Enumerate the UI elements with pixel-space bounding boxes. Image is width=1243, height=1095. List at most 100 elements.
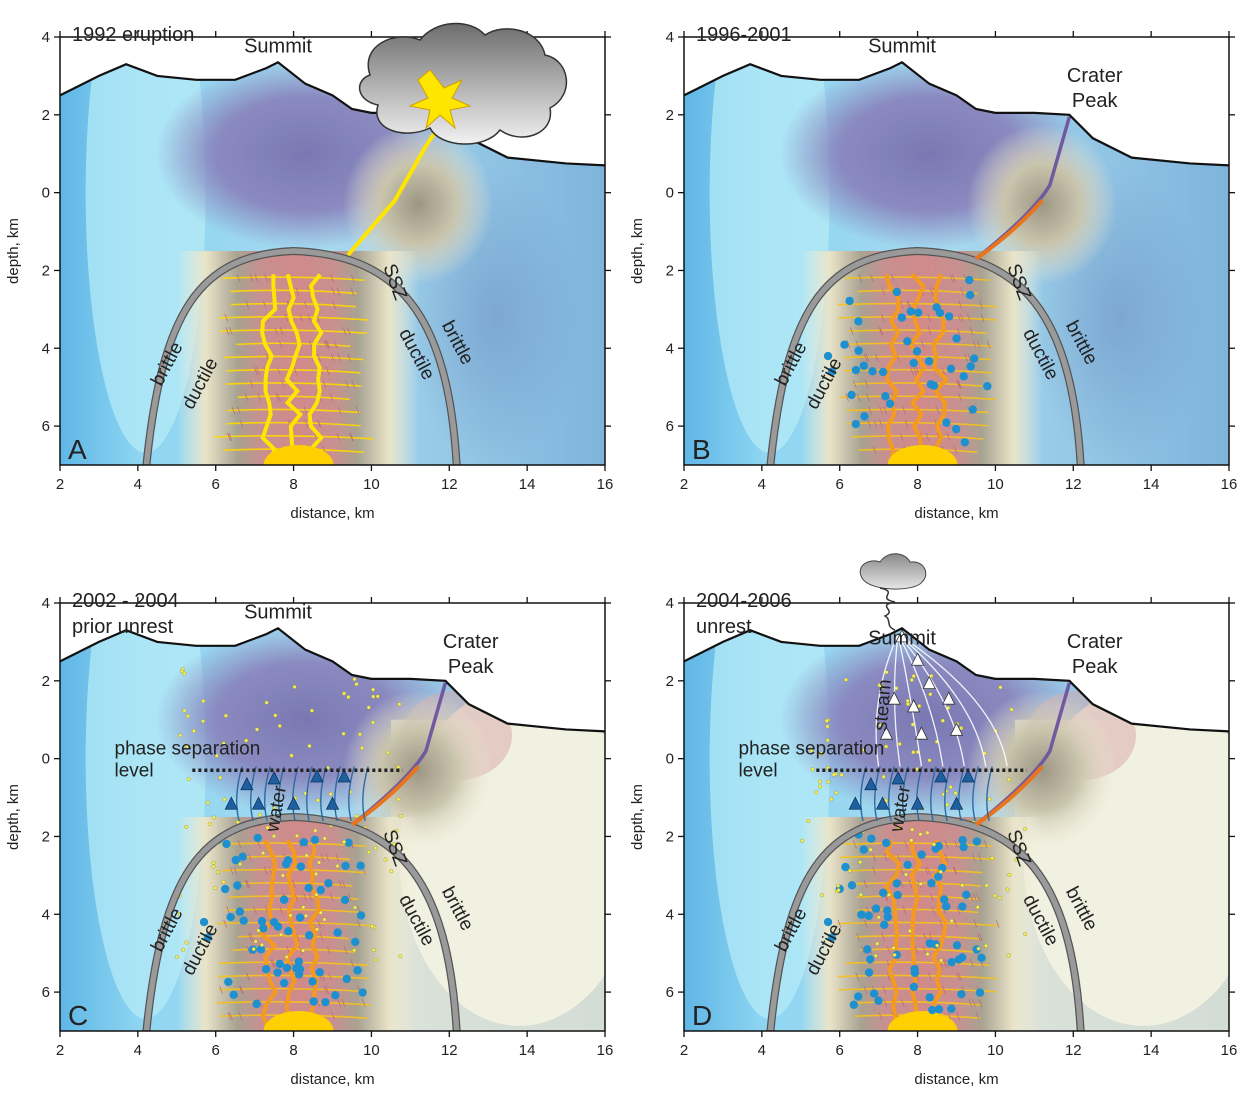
y-tick-label: 6: [666, 418, 674, 435]
event-dot: [370, 924, 375, 929]
event-dot: [881, 774, 886, 779]
event-dot: [358, 732, 363, 737]
crack: [350, 959, 354, 968]
crack: [942, 959, 947, 968]
fluid-dot: [238, 852, 247, 861]
event-dot: [975, 905, 980, 910]
event-dot: [352, 905, 357, 910]
event-dot: [910, 827, 915, 832]
crater-peak-label: Crater: [1067, 65, 1123, 87]
crack: [931, 906, 936, 915]
crack: [913, 366, 917, 375]
event-dot: [829, 797, 834, 802]
x-tick-label: 8: [913, 476, 921, 493]
x-axis-label: distance, km: [914, 505, 998, 522]
event-dot: [322, 917, 327, 922]
crack: [231, 406, 236, 415]
event-dot: [211, 864, 216, 869]
magma-dike: [284, 273, 304, 465]
small-cloud: [859, 553, 927, 590]
x-tick-label: 14: [519, 1042, 536, 1059]
crack: [331, 287, 336, 296]
event-dot: [264, 700, 269, 705]
crack: [236, 274, 241, 283]
event-dot: [265, 825, 270, 830]
phase-separation-label: level: [115, 761, 154, 782]
crack: [956, 1012, 960, 1021]
upflow-arrow: [864, 776, 878, 791]
crack: [906, 300, 910, 309]
magma-sill: [843, 368, 992, 374]
steam-arrow: [910, 652, 925, 666]
fluid-dot: [966, 362, 975, 371]
fluid-dot: [892, 287, 902, 297]
event-dot: [317, 860, 322, 865]
event-dot: [1009, 707, 1014, 712]
x-tick-label: 16: [597, 1042, 614, 1059]
fluid-dot: [261, 964, 271, 974]
fluid-dot: [924, 357, 934, 366]
crack: [976, 340, 981, 349]
crack: [864, 379, 869, 389]
crack: [326, 340, 330, 349]
crack: [878, 1012, 883, 1021]
crater-anomaly: [967, 124, 1118, 285]
crack: [960, 287, 964, 296]
event-dot: [878, 723, 883, 728]
fluid-dot: [860, 412, 869, 421]
crack: [980, 313, 985, 323]
low-velocity-core: [176, 251, 419, 465]
panel-a: 2 4 6 8 10 12 14 16 4 2 0 2 4 6 distance, km depth, km 1…: [5, 22, 613, 522]
upflow-arrow: [224, 796, 238, 810]
fluid-dot: [859, 845, 868, 854]
event-dot: [335, 864, 340, 869]
crack: [872, 446, 877, 455]
magma-dike: [909, 840, 923, 1031]
crack: [866, 393, 870, 402]
crack: [333, 340, 338, 349]
crater-anomaly: [967, 690, 1118, 851]
magma-network: [213, 273, 374, 465]
event-dot: [992, 893, 997, 898]
steam-arrow: [895, 629, 909, 643]
event-dot: [211, 860, 216, 865]
crack: [927, 313, 932, 323]
fluid-dot: [823, 917, 833, 927]
fluid-dot: [358, 988, 367, 997]
magma-dike: [883, 839, 902, 1031]
crack: [953, 446, 958, 455]
summit-label: Summit: [868, 628, 936, 650]
x-tick-label: 12: [441, 476, 458, 493]
event-dot: [280, 873, 285, 878]
event-dot: [810, 767, 815, 772]
fluid-dot: [344, 838, 353, 847]
event-dot: [953, 791, 958, 796]
panel-title: prior unrest: [72, 616, 174, 638]
event-dot: [938, 869, 943, 874]
event-dot: [1023, 932, 1028, 937]
event-dot: [182, 671, 187, 676]
event-dot: [354, 682, 359, 687]
crack: [298, 840, 302, 849]
fluid-dot: [295, 913, 305, 922]
crack: [971, 998, 976, 1008]
fluid-dot: [863, 945, 872, 954]
event-dot: [897, 742, 902, 747]
crack: [967, 313, 971, 323]
eruption-burst: [408, 69, 472, 130]
crack: [303, 893, 307, 902]
fluid-dot: [947, 1004, 956, 1014]
event-dot: [184, 824, 189, 829]
fluid-dot: [914, 308, 923, 317]
fluid-dot: [972, 837, 982, 846]
fluid-dot: [883, 912, 893, 922]
upflow-arrow: [961, 769, 975, 783]
crack: [343, 945, 348, 955]
panel-title: 2002 - 2004: [72, 590, 179, 612]
fluid-dot: [942, 902, 951, 911]
magma-sill: [856, 908, 979, 914]
crack: [975, 1012, 980, 1021]
fluid-dot: [282, 963, 292, 973]
fluid-dot: [351, 937, 360, 947]
